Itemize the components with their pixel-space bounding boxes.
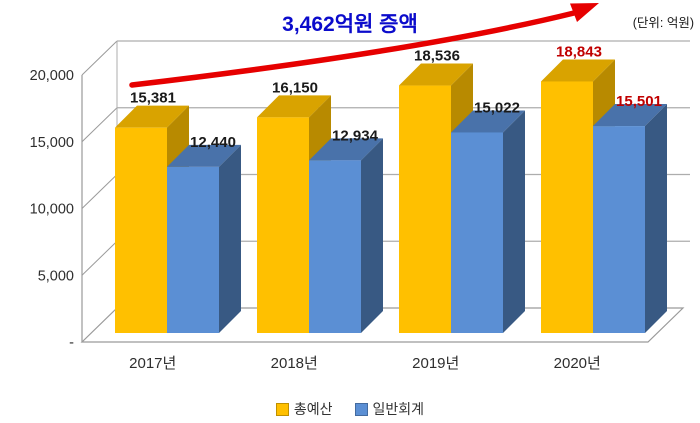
left-wall-diagonal (81, 174, 118, 209)
value-label: 12,934 (332, 127, 379, 144)
bar-top-총예산-2020년 (541, 59, 615, 82)
bar-일반회계-2020년 (593, 126, 645, 334)
bar-top-일반회계-2018년 (309, 138, 383, 161)
value-label: 12,440 (190, 134, 236, 151)
bar-일반회계-2019년 (451, 132, 503, 333)
bar-side-일반회계-2020년 (645, 104, 667, 334)
y-tick-label: 10,000 (30, 202, 74, 218)
bar-top-일반회계-2020년 (593, 104, 667, 127)
value-label: 18,536 (414, 48, 460, 65)
bar-top-일반회계-2019년 (451, 110, 525, 133)
bar-일반회계-2017년 (167, 166, 219, 333)
value-label: 16,150 (272, 79, 318, 96)
left-wall-diagonal (81, 240, 118, 276)
y-tick-label: 20,000 (30, 68, 74, 84)
legend: 총예산 일반회계 (0, 399, 700, 419)
bar-일반회계-2018년 (309, 160, 361, 333)
y-tick-label: 15,000 (30, 135, 74, 151)
bar-top-일반회계-2017년 (167, 144, 241, 167)
trend-arrow-head (570, 3, 599, 22)
x-category-label: 2020년 (554, 355, 601, 372)
y-tick-label: - (69, 335, 74, 351)
value-label: 15,022 (474, 99, 520, 116)
legend-swatch-general-account (354, 402, 368, 416)
bar-총예산-2018년 (257, 117, 309, 334)
bar-top-총예산-2018년 (257, 95, 331, 118)
bar-side-일반회계-2019년 (503, 110, 525, 333)
legend-item-total-budget: 총예산 (275, 399, 333, 419)
value-label: 15,381 (130, 90, 176, 107)
floor-outline (80, 307, 685, 343)
bar-총예산-2019년 (399, 85, 451, 333)
value-label: 18,843 (556, 43, 602, 60)
x-category-label: 2019년 (412, 355, 459, 372)
legend-label-total-budget: 총예산 (293, 401, 333, 417)
bar-총예산-2017년 (115, 127, 167, 333)
left-wall-diagonal (81, 107, 118, 143)
bar-top-총예산-2019년 (399, 63, 473, 86)
y-tick-label: 5,000 (38, 268, 74, 284)
legend-swatch-total-budget (275, 402, 289, 416)
bar-side-일반회계-2018년 (361, 138, 383, 333)
left-wall-diagonal (81, 40, 118, 76)
unit-label: (단위: 억원) (632, 16, 694, 30)
bar-총예산-2020년 (541, 81, 593, 333)
legend-label-general-account: 일반회계 (372, 401, 425, 417)
value-label: 15,501 (616, 93, 662, 110)
legend-item-general-account: 일반회계 (354, 399, 425, 419)
x-category-label: 2017년 (129, 355, 176, 372)
x-category-label: 2018년 (271, 355, 318, 372)
trend-arrow-shaft (129, 10, 577, 88)
bar-top-총예산-2017년 (115, 105, 189, 128)
bar-side-일반회계-2017년 (219, 144, 241, 333)
